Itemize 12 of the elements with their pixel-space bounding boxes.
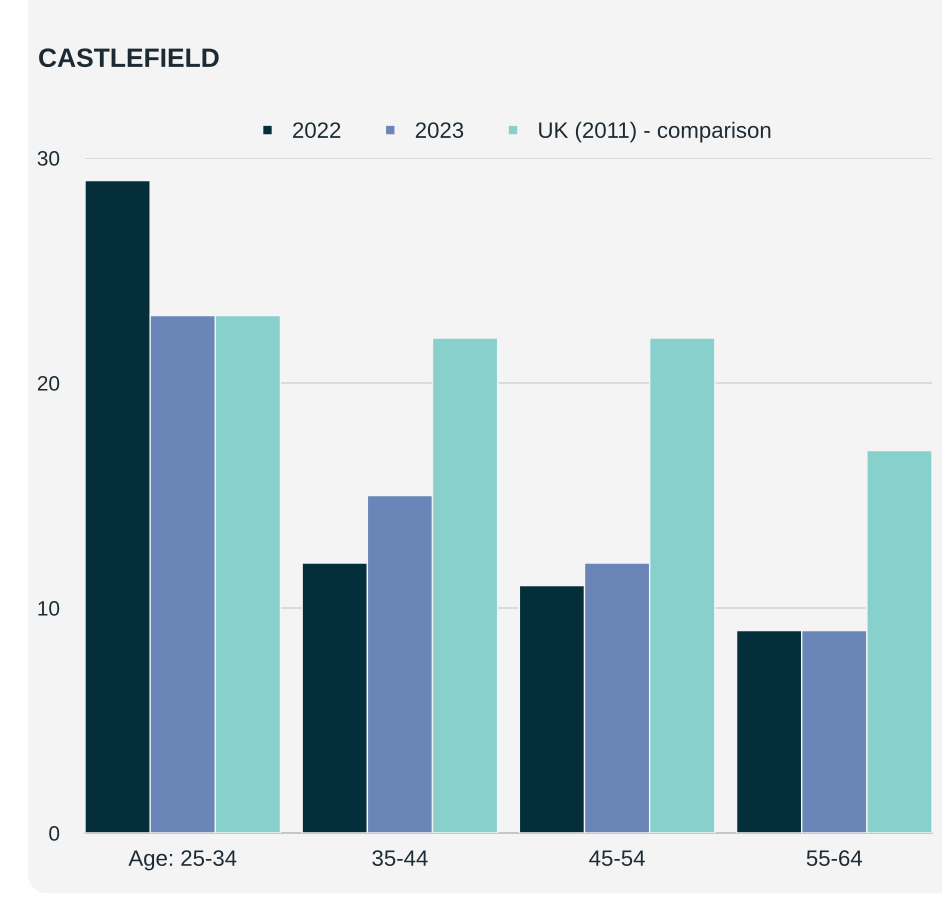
legend-label: 2023 <box>416 122 464 138</box>
y-tick-label: 10 <box>38 601 60 616</box>
x-tick-label: Age: 25-34 <box>128 850 236 870</box>
y-tick-label: 20 <box>38 376 60 391</box>
x-tick-label: 55-64 <box>806 850 862 866</box>
x-tick-label: 35-44 <box>372 850 428 866</box>
legend-label: UK (2011) - comparison <box>539 122 770 142</box>
y-tick-label: 30 <box>38 151 60 166</box>
y-tick-label: 0 <box>49 826 60 841</box>
chart-title: CASTLEFIELD <box>39 48 219 68</box>
legend-label: 2022 <box>293 122 340 138</box>
x-tick-label: 45-54 <box>589 850 645 866</box>
